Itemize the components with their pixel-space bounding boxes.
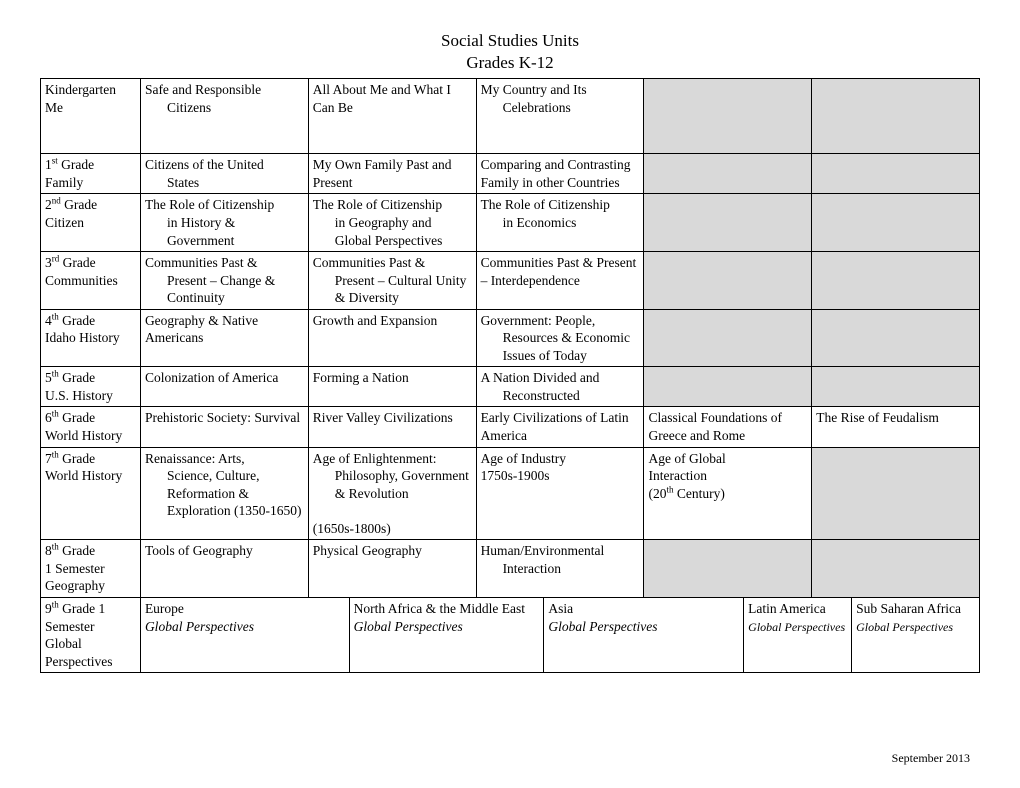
unit-cell: Age of Enlightenment: Philosophy, Govern… xyxy=(308,447,476,540)
unit-cell: North Africa & the Middle EastGlobal Per… xyxy=(349,598,544,673)
unit-cell: Human/Environmental Interaction xyxy=(476,540,644,598)
unit-cell: Government: People, Resources & Economic… xyxy=(476,309,644,367)
unit-cell: My Country and Its Celebrations xyxy=(476,79,644,154)
unit-cell xyxy=(644,194,812,252)
unit-cell xyxy=(812,367,980,407)
unit-cell xyxy=(644,367,812,407)
unit-cell: The Role of Citizenship in Geography and… xyxy=(308,194,476,252)
unit-cell: Classical Foundations of Greece and Rome xyxy=(644,407,812,447)
unit-cell: The Role of Citizenship in History & Gov… xyxy=(140,194,308,252)
table-row: 9th Grade 1SemesterGlobalPerspectivesEur… xyxy=(41,598,980,673)
grade-label: 4th GradeIdaho History xyxy=(41,309,141,367)
unit-cell xyxy=(644,252,812,310)
unit-cell: Physical Geography xyxy=(308,540,476,598)
unit-cell: Geography & Native Americans xyxy=(140,309,308,367)
unit-cell xyxy=(644,309,812,367)
unit-cell xyxy=(812,154,980,194)
title-line-1: Social Studies Units xyxy=(40,30,980,52)
grade-label: KindergartenMe xyxy=(41,79,141,154)
unit-cell: Age of GlobalInteraction(20th Century) xyxy=(644,447,812,540)
unit-cell: My Own Family Past and Present xyxy=(308,154,476,194)
unit-cell: Sub Saharan AfricaGlobal Perspectives xyxy=(852,598,980,673)
unit-cell xyxy=(812,447,980,540)
unit-cell: Renaissance: Arts, Science, Culture, Ref… xyxy=(140,447,308,540)
unit-cell: Forming a Nation xyxy=(308,367,476,407)
table-row: 4th GradeIdaho HistoryGeography & Native… xyxy=(41,309,980,367)
unit-cell: A Nation Divided and Reconstructed xyxy=(476,367,644,407)
units-table-grade9: 9th Grade 1SemesterGlobalPerspectivesEur… xyxy=(40,598,980,673)
grade-label: 2nd GradeCitizen xyxy=(41,194,141,252)
grade-label: 8th Grade1 SemesterGeography xyxy=(41,540,141,598)
unit-cell: The Role of Citizenship in Economics xyxy=(476,194,644,252)
grade-label: 9th Grade 1SemesterGlobalPerspectives xyxy=(41,598,141,673)
unit-cell: Prehistoric Society: Survival xyxy=(140,407,308,447)
unit-cell: Tools of Geography xyxy=(140,540,308,598)
unit-cell: Communities Past & Present – Cultural Un… xyxy=(308,252,476,310)
unit-cell xyxy=(644,540,812,598)
table-row: KindergartenMe Safe and Responsible Citi… xyxy=(41,79,980,154)
unit-cell: River Valley Civilizations xyxy=(308,407,476,447)
unit-cell: Comparing and Contrasting Family in othe… xyxy=(476,154,644,194)
unit-cell: EuropeGlobal Perspectives xyxy=(140,598,349,673)
grade-label: 7th GradeWorld History xyxy=(41,447,141,540)
unit-cell: Colonization of America xyxy=(140,367,308,407)
unit-cell xyxy=(812,309,980,367)
title-line-2: Grades K-12 xyxy=(40,52,980,74)
unit-cell xyxy=(812,79,980,154)
unit-cell: All About Me and What I Can Be xyxy=(308,79,476,154)
unit-cell: The Rise of Feudalism xyxy=(812,407,980,447)
grade-label: 3rd GradeCommunities xyxy=(41,252,141,310)
unit-cell: Citizens of the United States xyxy=(140,154,308,194)
table-row: 5th GradeU.S. HistoryColonization of Ame… xyxy=(41,367,980,407)
grade-label: 6th GradeWorld History xyxy=(41,407,141,447)
table-row: 3rd GradeCommunitiesCommunities Past & P… xyxy=(41,252,980,310)
table-row: 8th Grade1 SemesterGeographyTools of Geo… xyxy=(41,540,980,598)
unit-cell: Safe and Responsible Citizens xyxy=(140,79,308,154)
unit-cell: Growth and Expansion xyxy=(308,309,476,367)
table-row: 6th GradeWorld HistoryPrehistoric Societ… xyxy=(41,407,980,447)
footer-date: September 2013 xyxy=(892,751,970,766)
grade-label: 1st GradeFamily xyxy=(41,154,141,194)
unit-cell xyxy=(812,252,980,310)
unit-cell xyxy=(812,540,980,598)
unit-cell xyxy=(644,154,812,194)
unit-cell: Early Civilizations of Latin America xyxy=(476,407,644,447)
unit-cell xyxy=(812,194,980,252)
unit-cell: AsiaGlobal Perspectives xyxy=(544,598,744,673)
unit-cell: Communities Past & Present – Change & Co… xyxy=(140,252,308,310)
table-row: 1st GradeFamilyCitizens of the United St… xyxy=(41,154,980,194)
unit-cell xyxy=(644,79,812,154)
units-table-main: KindergartenMe Safe and Responsible Citi… xyxy=(40,78,980,598)
unit-cell: Latin AmericaGlobal Perspectives xyxy=(744,598,852,673)
unit-cell: Communities Past & Present – Interdepend… xyxy=(476,252,644,310)
grade-label: 5th GradeU.S. History xyxy=(41,367,141,407)
table-row: 2nd GradeCitizenThe Role of Citizenship … xyxy=(41,194,980,252)
table-row: 7th GradeWorld HistoryRenaissance: Arts,… xyxy=(41,447,980,540)
unit-cell: Age of Industry1750s-1900s xyxy=(476,447,644,540)
